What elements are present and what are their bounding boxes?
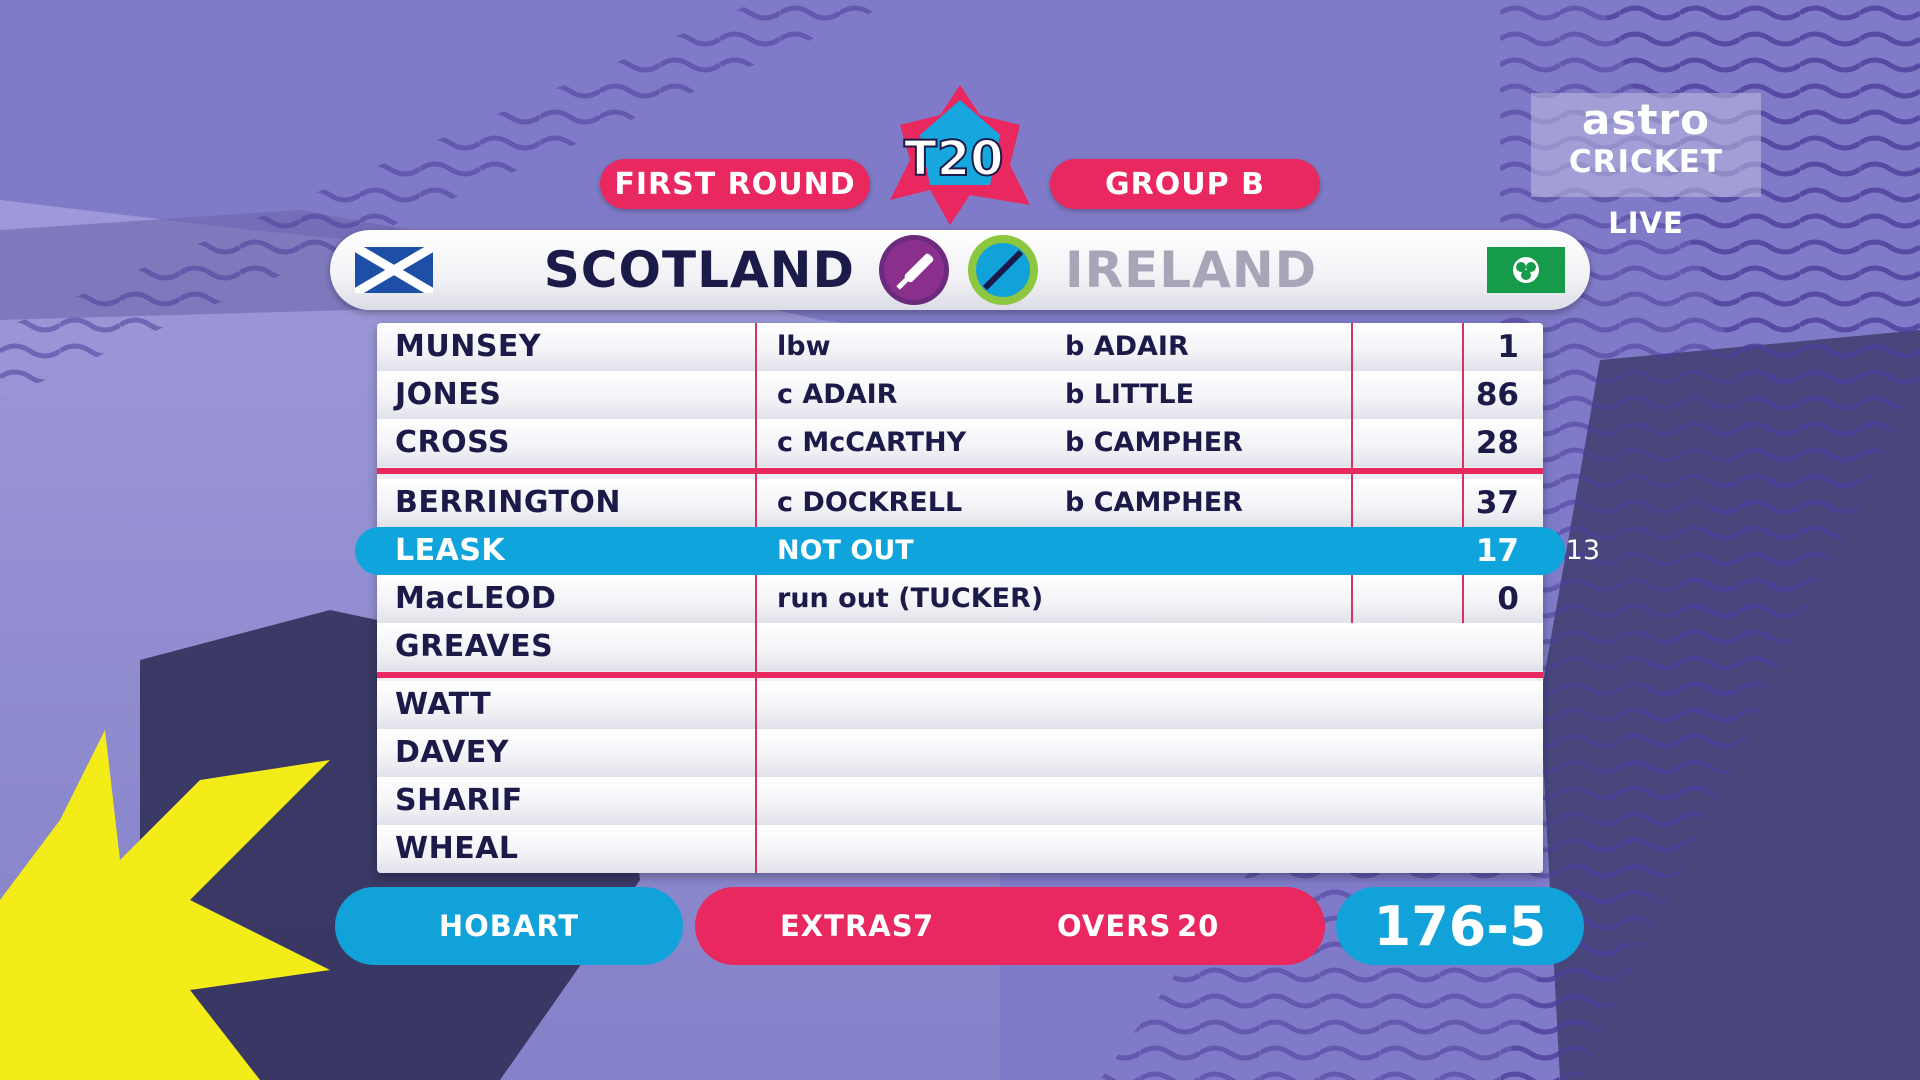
batter-name: GREAVES [395,629,554,664]
extras-label: EXTRAS [780,909,914,943]
scotland-flag-icon [355,247,433,293]
group-pill: GROUP B [1050,159,1320,209]
runs: 1 [1497,329,1519,365]
batting-scorecard: MUNSEY lbw b ADAIR 1 2 JONES c ADAIR b L… [377,323,1543,873]
runs: 17 [1475,533,1519,569]
batter-row: MUNSEY lbw b ADAIR 1 2 [377,323,1543,371]
runs: 37 [1475,485,1519,521]
batter-name: WHEAL [395,831,519,866]
bowler: b CAMPHER [1065,487,1243,518]
broadcaster-channel: CRICKET [1568,144,1724,180]
section-divider [377,672,1543,678]
bowling-team: IRELAND [1065,241,1318,299]
extras-overs-pill: EXTRAS 7 OVERS 20 [695,887,1325,965]
batter-name: MacLEOD [395,581,557,616]
batter-row: MacLEOD run out (TUCKER) 0 3 [377,575,1543,623]
bowler: b LITTLE [1065,379,1195,410]
balls: 3 [1532,575,1543,623]
dismissal: c McCARTHY [777,427,967,458]
column-divider [1351,323,1353,623]
balls: 27 [1532,479,1543,527]
broadcaster-brand: astro [1582,95,1710,144]
section-divider [377,468,1543,474]
batter-name: CROSS [395,425,510,460]
batter-name: JONES [395,377,502,412]
column-divider [755,323,757,873]
venue-pill: HOBART [335,887,683,965]
batter-row: BERRINGTON c DOCKRELL b CAMPHER 37 27 [377,479,1543,527]
dismissal: NOT OUT [777,535,914,566]
broadcaster-logo: astro CRICKET [1531,93,1761,197]
batter-name: BERRINGTON [395,485,622,520]
batter-row: CROSS c McCARTHY b CAMPHER 28 21 [377,419,1543,467]
runs: 28 [1475,425,1519,461]
balls: 55 [1532,371,1543,419]
yellow-burst [0,730,330,1080]
batter-row: JONES c ADAIR b LITTLE 86 55 [377,371,1543,419]
team-total: 176-5 [1336,887,1584,965]
overs-label: OVERS [1057,909,1172,943]
batter-row: WHEAL [377,825,1543,873]
ireland-flag-icon [1487,247,1565,293]
extras-value: 7 [913,909,935,943]
batter-row: WATT [377,681,1543,729]
teams-bar [330,230,1590,310]
dismissal: c DOCKRELL [777,487,963,518]
t20-world-cup-logo-icon: T20 [890,85,1030,225]
column-divider [1462,323,1464,623]
batter-name: MUNSEY [395,329,542,364]
batter-row: DAVEY [377,729,1543,777]
dismissal: c ADAIR [777,379,898,410]
batter-row: SHARIF [377,777,1543,825]
balls: 13 [1565,535,1600,566]
overs-value: 20 [1177,909,1220,943]
bowler: b CAMPHER [1065,427,1243,458]
batter-name: DAVEY [395,735,510,770]
batter-row: GREAVES [377,623,1543,671]
balls: 2 [1532,323,1543,371]
round-pill: FIRST ROUND [600,159,870,209]
batter-name: WATT [395,687,492,722]
svg-text:T20: T20 [904,131,1004,187]
runs: 0 [1497,581,1519,617]
batting-bat-icon [879,235,949,305]
bowling-ball-icon [968,235,1038,305]
bowler: b ADAIR [1065,331,1189,362]
dismissal: lbw [777,331,831,362]
batting-team: SCOTLAND [543,241,855,299]
balls: 21 [1532,419,1543,467]
batter-name: LEASK [395,533,506,568]
dismissal: run out (TUCKER) [777,583,1044,614]
live-indicator: LIVE [1608,206,1684,240]
batter-name: SHARIF [395,783,523,818]
current-batter-row: LEASK NOT OUT 17 13 [355,527,1600,575]
runs: 86 [1475,377,1519,413]
